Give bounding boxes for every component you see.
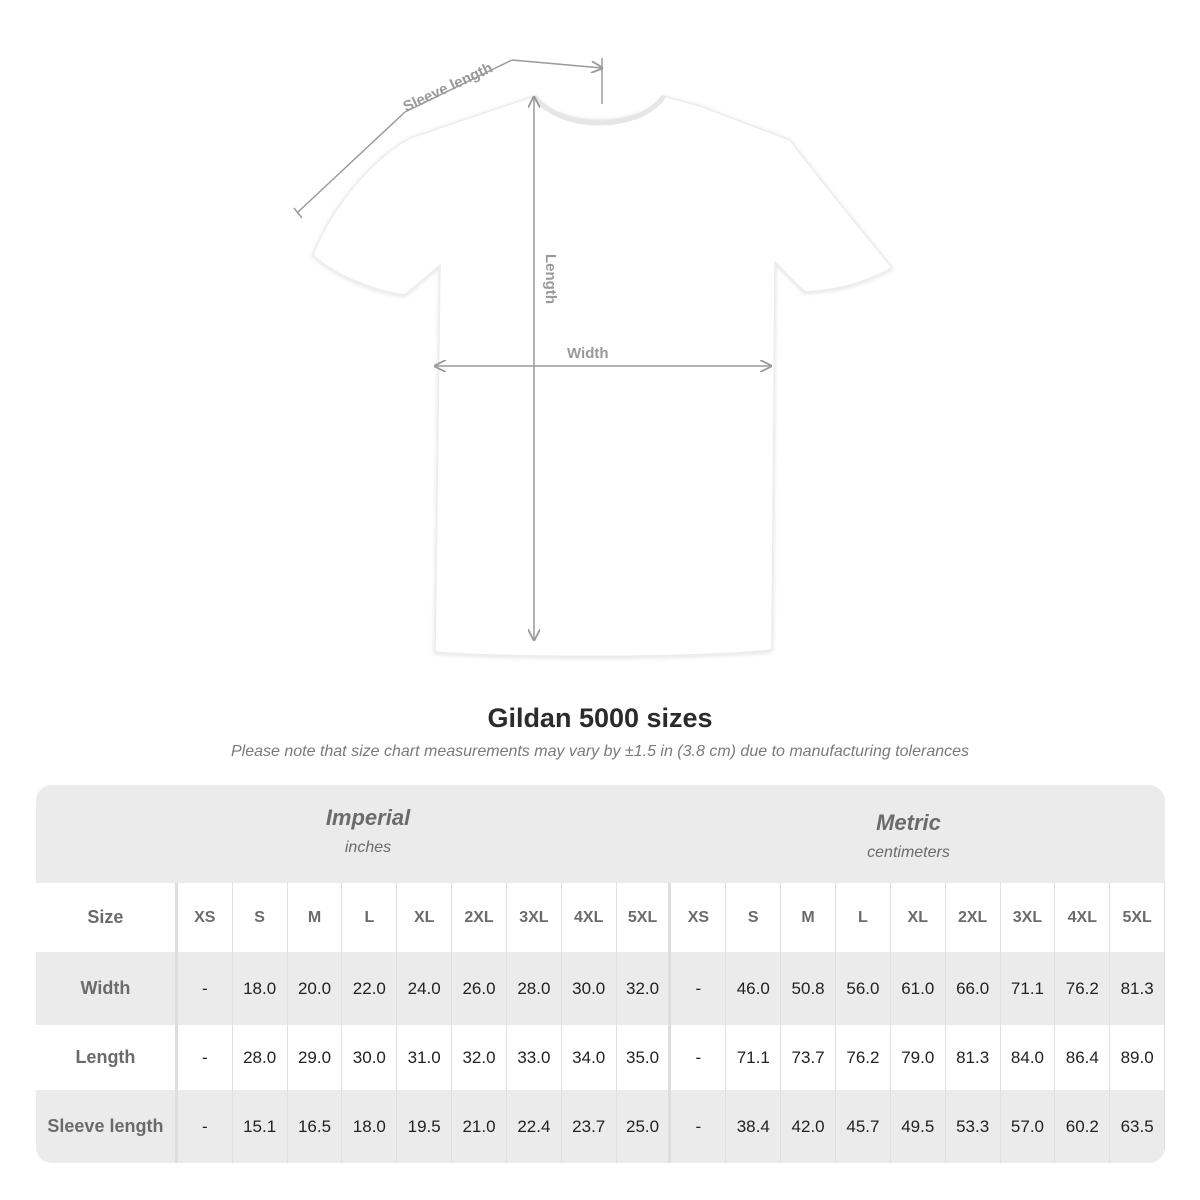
row-label: Width bbox=[36, 952, 178, 1025]
sleeve-length-label: Sleeve length bbox=[401, 59, 496, 115]
metric-value: - bbox=[671, 952, 727, 1025]
metric-value: 81.3 bbox=[1110, 952, 1165, 1025]
imperial-value: 29.0 bbox=[288, 1025, 343, 1090]
metric-value: 38.4 bbox=[726, 1090, 782, 1163]
imperial-size-header: 5XL bbox=[617, 883, 672, 952]
imperial-size-header: XL bbox=[397, 883, 453, 952]
metric-value: 66.0 bbox=[946, 952, 1001, 1025]
metric-value: 57.0 bbox=[1001, 1090, 1056, 1163]
imperial-value: 32.0 bbox=[452, 1025, 507, 1090]
imperial-value: 15.1 bbox=[233, 1090, 288, 1163]
imperial-value: 32.0 bbox=[617, 952, 672, 1025]
imperial-size-header: L bbox=[342, 883, 398, 952]
imperial-value: 19.5 bbox=[397, 1090, 453, 1163]
imperial-size-header: S bbox=[233, 883, 288, 952]
imperial-value: 21.0 bbox=[452, 1090, 507, 1163]
metric-value: 79.0 bbox=[891, 1025, 946, 1090]
metric-unit: centimeters bbox=[867, 844, 950, 861]
metric-value: 76.2 bbox=[1055, 952, 1111, 1025]
metric-value: 46.0 bbox=[726, 952, 782, 1025]
metric-value: 84.0 bbox=[1001, 1025, 1056, 1090]
metric-size-header: M bbox=[781, 883, 836, 952]
metric-value: - bbox=[671, 1090, 727, 1163]
imperial-value: 26.0 bbox=[452, 952, 507, 1025]
length-label: Length bbox=[542, 254, 559, 304]
metric-size-header: L bbox=[836, 883, 891, 952]
metric-value: 42.0 bbox=[781, 1090, 836, 1163]
page-title: Gildan 5000 sizes bbox=[487, 703, 713, 733]
imperial-header: Imperial inches bbox=[178, 785, 558, 857]
metric-value: 89.0 bbox=[1110, 1025, 1165, 1090]
imperial-value: 28.0 bbox=[507, 952, 562, 1025]
metric-value: 60.2 bbox=[1055, 1090, 1111, 1163]
imperial-size-header: M bbox=[288, 883, 343, 952]
imperial-value: 16.5 bbox=[288, 1090, 343, 1163]
imperial-value: 31.0 bbox=[397, 1025, 453, 1090]
imperial-size-header: 4XL bbox=[562, 883, 617, 952]
tshirt-diagram: Sleeve length Length Width bbox=[293, 58, 894, 658]
imperial-value: - bbox=[178, 1025, 233, 1090]
table-row: Width -18.0 20.0 22.0 24.0 26.0 28.0 30.0 32.0-4… bbox=[36, 952, 1165, 1025]
imperial-value: 18.0 bbox=[342, 1090, 398, 1163]
metric-value: 63.5 bbox=[1110, 1090, 1165, 1163]
metric-value: 50.8 bbox=[781, 952, 836, 1025]
imperial-size-header: 2XL bbox=[452, 883, 507, 952]
metric-value: - bbox=[671, 1025, 727, 1090]
imperial-value: 28.0 bbox=[233, 1025, 288, 1090]
imperial-value: 22.4 bbox=[507, 1090, 562, 1163]
table-row: Length -28.0 29.0 30.0 31.0 32.0 33.0 34.0 35.0-… bbox=[36, 1025, 1165, 1090]
imperial-value: 33.0 bbox=[507, 1025, 562, 1090]
metric-size-header: 3XL bbox=[1001, 883, 1056, 952]
tshirt-shape bbox=[312, 95, 894, 658]
metric-value: 71.1 bbox=[1001, 952, 1056, 1025]
row-label: Sleeve length bbox=[36, 1090, 178, 1163]
metric-value: 76.2 bbox=[836, 1025, 891, 1090]
metric-value: 86.4 bbox=[1055, 1025, 1111, 1090]
table-row: Sleeve length -15.1 16.5 18.0 19.5 21.0 22.4 23… bbox=[36, 1090, 1165, 1163]
imperial-unit: inches bbox=[344, 839, 392, 856]
metric-value: 45.7 bbox=[836, 1090, 891, 1163]
size-label: Size bbox=[36, 883, 178, 952]
metric-value: 61.0 bbox=[891, 952, 946, 1025]
imperial-value: 18.0 bbox=[233, 952, 288, 1025]
imperial-value: 20.0 bbox=[288, 952, 343, 1025]
imperial-value: 24.0 bbox=[397, 952, 453, 1025]
width-label: Width bbox=[567, 345, 609, 362]
metric-header: Metric centimeters bbox=[716, 785, 1101, 862]
imperial-value: 25.0 bbox=[617, 1090, 672, 1163]
imperial-size-header: XS bbox=[178, 883, 233, 952]
metric-title: Metric bbox=[876, 810, 941, 835]
imperial-value: 35.0 bbox=[617, 1025, 672, 1090]
metric-value: 81.3 bbox=[946, 1025, 1001, 1090]
metric-value: 49.5 bbox=[891, 1090, 946, 1163]
metric-value: 56.0 bbox=[836, 952, 891, 1025]
size-table: Imperial inches Metric centimeters Size X… bbox=[36, 785, 1165, 1163]
tolerance-note: Please note that size chart measurements… bbox=[230, 743, 970, 760]
imperial-value: - bbox=[178, 952, 233, 1025]
imperial-value: 23.7 bbox=[562, 1090, 617, 1163]
imperial-value: - bbox=[178, 1090, 233, 1163]
metric-value: 73.7 bbox=[781, 1025, 836, 1090]
size-header-row: Size XS S M L XL 2XL 3XL 4XL 5XL XS S M L XL 2XL 3XL 4XL 5… bbox=[36, 883, 1165, 952]
metric-size-header: XL bbox=[891, 883, 946, 952]
metric-size-header: S bbox=[726, 883, 782, 952]
imperial-value: 22.0 bbox=[342, 952, 398, 1025]
imperial-title: Imperial bbox=[325, 805, 411, 830]
imperial-value: 30.0 bbox=[342, 1025, 398, 1090]
imperial-value: 34.0 bbox=[562, 1025, 617, 1090]
imperial-value: 30.0 bbox=[562, 952, 617, 1025]
unit-header-band bbox=[36, 785, 1165, 883]
metric-value: 71.1 bbox=[726, 1025, 782, 1090]
metric-size-header: 5XL bbox=[1110, 883, 1165, 952]
metric-size-header: 2XL bbox=[946, 883, 1001, 952]
metric-size-header: 4XL bbox=[1055, 883, 1111, 952]
metric-value: 53.3 bbox=[946, 1090, 1001, 1163]
imperial-size-header: 3XL bbox=[507, 883, 562, 952]
metric-size-header: XS bbox=[671, 883, 727, 952]
row-label: Length bbox=[36, 1025, 178, 1090]
